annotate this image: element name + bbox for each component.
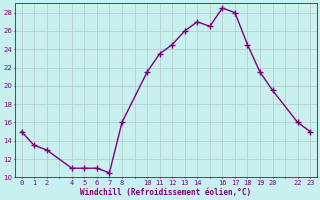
X-axis label: Windchill (Refroidissement éolien,°C): Windchill (Refroidissement éolien,°C)	[80, 188, 252, 197]
